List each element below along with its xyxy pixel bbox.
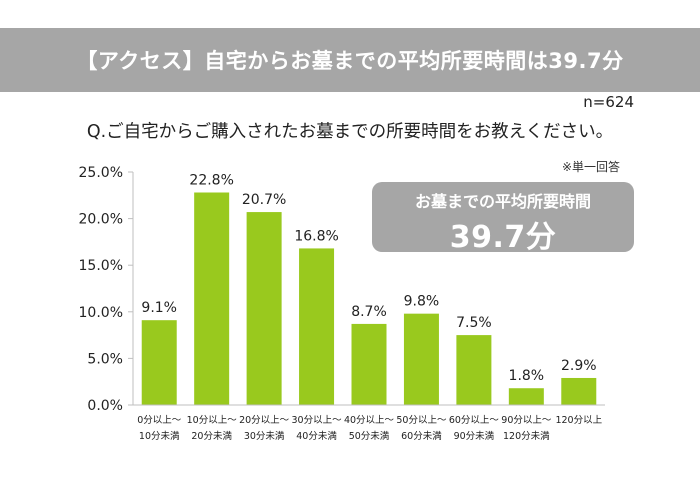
x-tick-label: 60分以上～: [449, 415, 500, 426]
bar-value-label: 9.1%: [141, 300, 177, 316]
bar-value-label: 20.7%: [242, 192, 286, 208]
title-banner: 【アクセス】自宅からお墓までの平均所要時間は39.7分: [0, 28, 700, 92]
sample-size: n=624: [583, 93, 634, 111]
bar: [561, 377, 597, 405]
y-tick-label: 0.0%: [87, 398, 123, 414]
x-tick-label: 10分以上～: [187, 415, 238, 426]
average-value: 39.7分: [449, 220, 557, 255]
bar: [456, 335, 492, 405]
average-callout: お墓までの平均所要時間 39.7分: [372, 182, 634, 255]
x-tick-label: 40分以上～: [344, 415, 395, 426]
x-tick-label: 50分未満: [349, 430, 390, 442]
bar: [508, 388, 544, 405]
bar-value-label: 7.5%: [456, 315, 492, 331]
x-tick-label: 120分以上: [555, 415, 602, 426]
answer-type-note: ※単一回答: [561, 160, 620, 174]
y-tick-label: 10.0%: [79, 305, 123, 321]
x-tick-label: 30分以上～: [292, 415, 343, 426]
x-tick-label: 20分以上～: [239, 415, 290, 426]
bar-value-label: 16.8%: [294, 228, 338, 244]
x-tick-label: 50分以上～: [396, 415, 447, 426]
y-tick-label: 5.0%: [87, 351, 123, 367]
bar: [299, 248, 335, 405]
x-tick-label: 120分未満: [503, 430, 550, 442]
x-tick-label: 10分未満: [139, 430, 180, 442]
y-axis: 0.0% 5.0% 10.0% 15.0% 20.0% 25.0%: [79, 165, 134, 414]
x-tick-label: 40分未満: [296, 430, 337, 442]
bar-series: 9.1% 22.8% 20.7% 16.8% 8.7% 9.8% 7.5% 1.8% 2.9%: [141, 173, 597, 405]
bar: [246, 212, 282, 405]
bar-value-label: 9.8%: [404, 294, 440, 310]
y-tick-label: 25.0%: [79, 165, 123, 181]
bar: [194, 192, 230, 405]
bar: [403, 313, 439, 405]
x-tick-label: 20分未満: [191, 430, 232, 442]
y-tick-label: 15.0%: [79, 258, 123, 274]
x-axis: 0分以上～10分未満10分以上～20分未満20分以上～30分未満30分以上～40…: [133, 404, 605, 442]
question-text: Q.ご自宅からご購入されたお墓までの所要時間をお教えください。: [86, 122, 614, 142]
bar-value-label: 2.9%: [561, 358, 597, 374]
bar-value-label: 22.8%: [189, 173, 233, 189]
x-tick-label: 0分以上～: [137, 415, 182, 426]
x-tick-label: 60分未満: [401, 430, 442, 442]
x-tick-label: 90分未満: [454, 430, 495, 442]
banner-title: 【アクセス】自宅からお墓までの平均所要時間は39.7分: [76, 49, 624, 73]
bar: [351, 323, 387, 405]
y-tick-label: 20.0%: [79, 212, 123, 228]
bar-value-label: 8.7%: [351, 304, 387, 320]
bar-value-label: 1.8%: [509, 368, 545, 384]
average-label: お墓までの平均所要時間: [414, 192, 591, 211]
x-tick-label: 90分以上～: [501, 415, 552, 426]
x-tick-label: 30分未満: [244, 430, 285, 442]
bar: [141, 320, 177, 405]
